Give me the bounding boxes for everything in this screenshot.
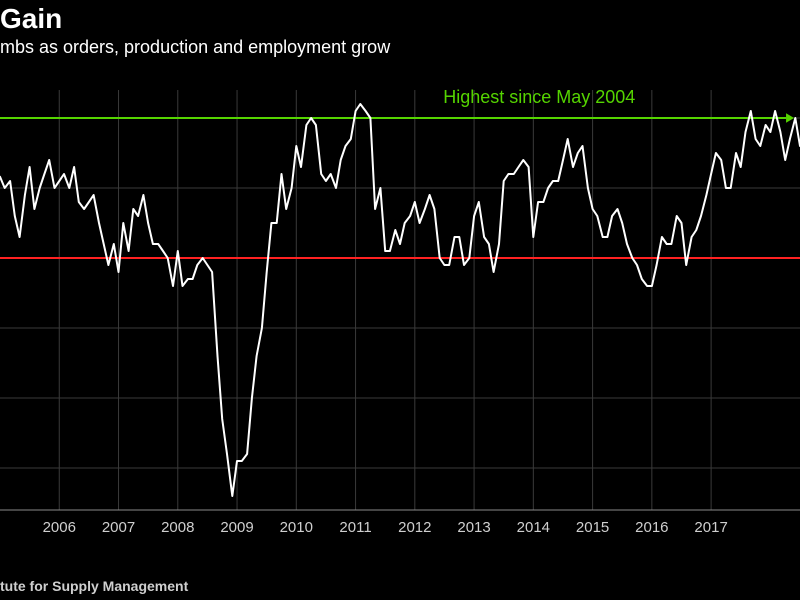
chart-header: Gain mbs as orders, production and emplo… — [0, 0, 800, 58]
svg-text:Highest since May 2004: Highest since May 2004 — [443, 87, 635, 107]
svg-text:2015: 2015 — [576, 519, 609, 536]
chart-title: Gain — [0, 4, 800, 35]
svg-text:2006: 2006 — [43, 519, 76, 536]
chart-area: 2006 2007 2008 2009 2010 2011 2012 2013 2014 2015… — [0, 80, 800, 540]
svg-text:2013: 2013 — [457, 519, 490, 536]
chart-subtitle: mbs as orders, production and employment… — [0, 37, 800, 58]
svg-text:2007: 2007 — [102, 519, 135, 536]
svg-text:2010: 2010 — [280, 519, 313, 536]
chart-source: tute for Supply Management — [0, 578, 188, 594]
svg-text:2017: 2017 — [694, 519, 727, 536]
svg-text:2008: 2008 — [161, 519, 194, 536]
svg-text:2011: 2011 — [339, 519, 371, 536]
svg-text:2016: 2016 — [635, 519, 668, 536]
line-chart: 2006 2007 2008 2009 2010 2011 2012 2013 2014 2015… — [0, 80, 800, 540]
svg-text:2014: 2014 — [517, 519, 550, 536]
svg-text:2009: 2009 — [220, 519, 253, 536]
svg-text:2012: 2012 — [398, 519, 431, 536]
